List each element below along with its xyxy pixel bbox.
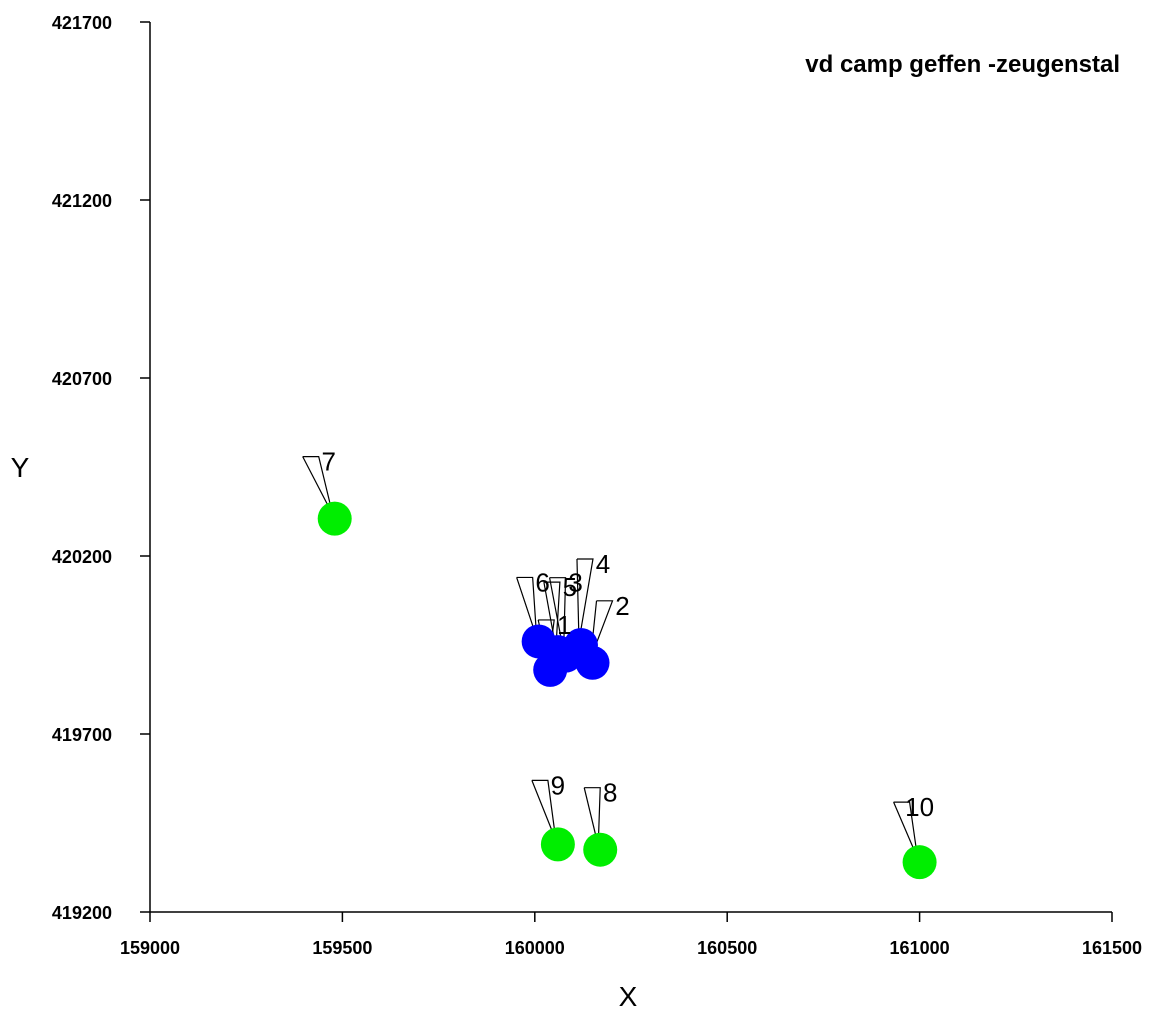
leader-10 bbox=[893, 801, 919, 859]
x-tick-label: 161500 bbox=[1082, 938, 1142, 958]
label-leaders bbox=[302, 456, 919, 859]
tick-labels: 159000 159500 160000 160500 161000 1615004192… bbox=[52, 13, 1142, 958]
point-label-3: 3 bbox=[568, 568, 582, 598]
y-tick-label: 420200 bbox=[52, 547, 112, 567]
x-axis-title: X bbox=[619, 981, 638, 1012]
x-tick-label: 159000 bbox=[120, 938, 180, 958]
leader-9 bbox=[531, 779, 557, 841]
chart-title: vd camp geffen -zeugenstal bbox=[805, 51, 1120, 78]
point-label-5: 5 bbox=[563, 572, 577, 602]
point-label-7: 7 bbox=[321, 447, 335, 477]
point-label-6: 6 bbox=[535, 567, 549, 597]
leader-8 bbox=[584, 787, 601, 846]
point-label-8: 8 bbox=[603, 778, 617, 808]
axes bbox=[140, 21, 1113, 922]
leader-3 bbox=[549, 577, 567, 652]
y-tick-label: 420700 bbox=[52, 369, 112, 389]
point-label-10: 10 bbox=[905, 792, 934, 822]
y-tick-label: 421200 bbox=[52, 191, 112, 211]
leader-5 bbox=[543, 581, 561, 649]
point-label-4: 4 bbox=[596, 549, 610, 579]
leader-diag-4 bbox=[576, 558, 580, 642]
x-tick-label: 159500 bbox=[312, 938, 372, 958]
point-8 bbox=[583, 832, 618, 867]
leader-6 bbox=[516, 576, 538, 638]
leader-4 bbox=[576, 558, 594, 642]
leader-2 bbox=[589, 600, 614, 660]
point-9 bbox=[540, 827, 575, 862]
point-7 bbox=[317, 501, 352, 536]
point-label-1: 1 bbox=[557, 610, 571, 640]
y-axis-title: Y bbox=[11, 452, 30, 483]
x-tick-label: 160000 bbox=[505, 938, 565, 958]
point-10 bbox=[902, 845, 937, 880]
y-tick-label: 419200 bbox=[52, 903, 112, 923]
data-points bbox=[317, 501, 937, 880]
point-label-2: 2 bbox=[615, 591, 629, 621]
point-label-9: 9 bbox=[551, 770, 565, 800]
leader-7 bbox=[302, 456, 334, 515]
x-tick-label: 160500 bbox=[697, 938, 757, 958]
x-tick-label: 161000 bbox=[890, 938, 950, 958]
y-tick-label: 421700 bbox=[52, 13, 112, 33]
y-tick-label: 419700 bbox=[52, 725, 112, 745]
point-6 bbox=[521, 624, 556, 659]
